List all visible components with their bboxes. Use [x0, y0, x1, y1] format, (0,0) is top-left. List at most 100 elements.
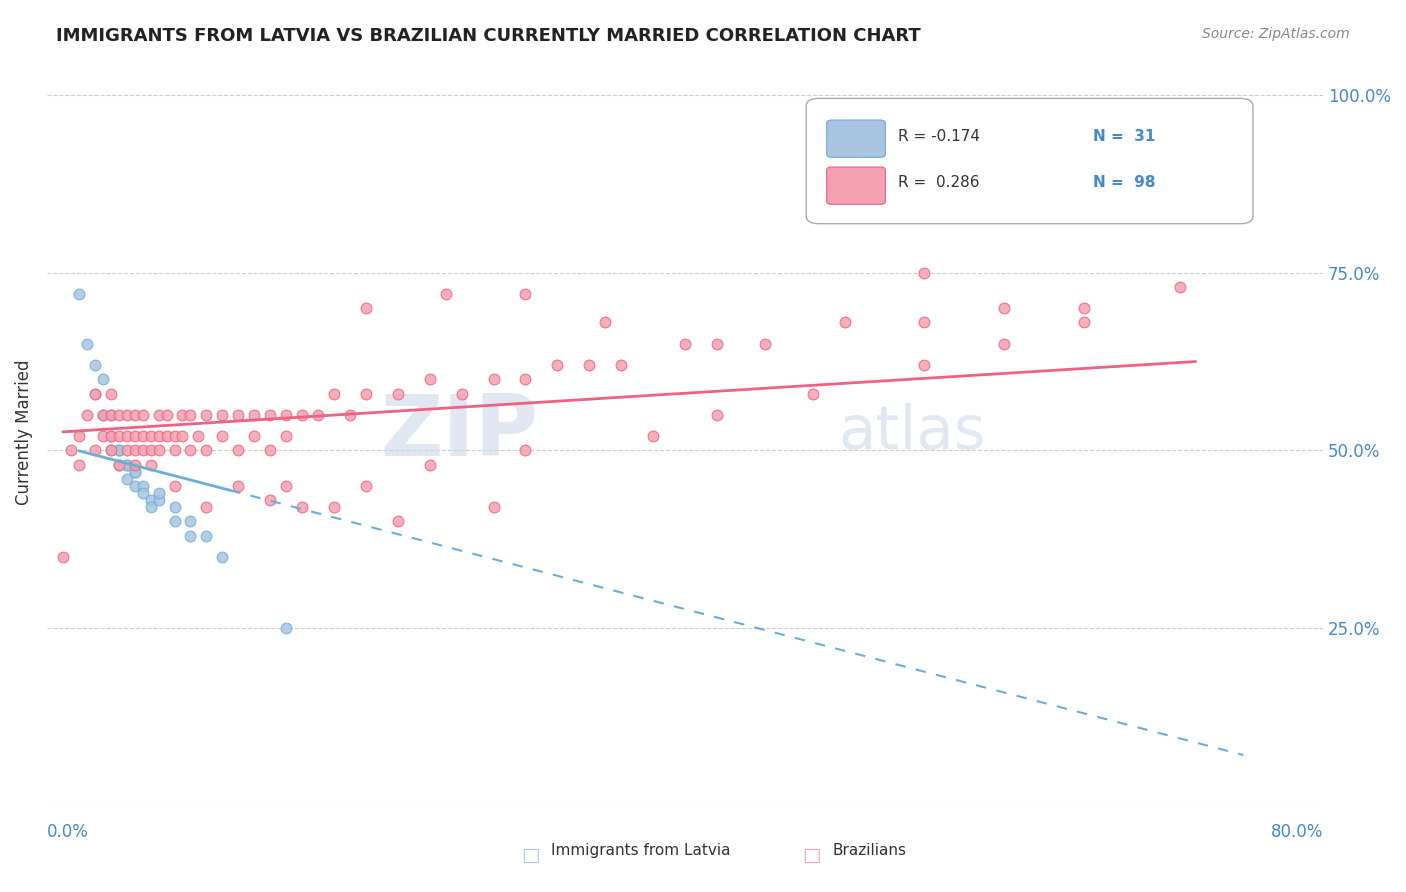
Point: [211, 429, 233, 443]
Point: [276, 429, 298, 443]
Text: ZIP: ZIP: [381, 391, 538, 475]
Point: [1073, 301, 1095, 316]
Point: [131, 408, 153, 422]
Point: [387, 386, 409, 401]
Point: [59, 443, 82, 458]
Point: [243, 408, 266, 422]
Point: [187, 429, 209, 443]
Point: [546, 358, 568, 372]
Point: [115, 458, 138, 472]
FancyBboxPatch shape: [806, 98, 1253, 224]
Point: [91, 372, 114, 386]
Point: [163, 429, 186, 443]
Point: [993, 336, 1015, 351]
Point: [706, 336, 728, 351]
Point: [228, 479, 250, 493]
Text: □: □: [522, 846, 540, 864]
Point: [259, 443, 281, 458]
Point: [83, 386, 105, 401]
Point: [276, 621, 298, 635]
Text: IMMIGRANTS FROM LATVIA VS BRAZILIAN CURRENTLY MARRIED CORRELATION CHART: IMMIGRANTS FROM LATVIA VS BRAZILIAN CURR…: [56, 27, 921, 45]
Point: [124, 465, 146, 479]
Point: [100, 429, 122, 443]
Point: [139, 458, 162, 472]
Point: [67, 287, 90, 301]
Point: [131, 486, 153, 500]
Point: [107, 458, 129, 472]
Point: [354, 301, 377, 316]
Point: [76, 336, 98, 351]
Point: [139, 493, 162, 508]
Point: [179, 408, 201, 422]
Point: [163, 515, 186, 529]
Point: [148, 408, 170, 422]
Point: [91, 408, 114, 422]
Point: [228, 408, 250, 422]
Point: [354, 479, 377, 493]
Point: [67, 458, 90, 472]
Point: [387, 515, 409, 529]
Point: [83, 443, 105, 458]
Text: □: □: [803, 846, 821, 864]
Point: [515, 372, 537, 386]
Point: [211, 549, 233, 564]
Point: [172, 429, 194, 443]
Text: R =  0.286: R = 0.286: [898, 175, 980, 190]
Point: [354, 386, 377, 401]
Text: 0.0%: 0.0%: [46, 823, 89, 841]
Point: [179, 515, 201, 529]
Y-axis label: Currently Married: Currently Married: [15, 359, 32, 506]
Point: [115, 443, 138, 458]
Point: [1168, 280, 1191, 294]
Point: [100, 408, 122, 422]
Point: [276, 408, 298, 422]
Point: [993, 301, 1015, 316]
Point: [228, 443, 250, 458]
Point: [834, 173, 856, 187]
Point: [148, 486, 170, 500]
Point: [115, 458, 138, 472]
Point: [163, 443, 186, 458]
Point: [76, 408, 98, 422]
Point: [211, 408, 233, 422]
Point: [100, 386, 122, 401]
Point: [593, 316, 616, 330]
Text: Source: ZipAtlas.com: Source: ZipAtlas.com: [1202, 27, 1350, 41]
Point: [323, 500, 346, 515]
Point: [124, 408, 146, 422]
Point: [172, 408, 194, 422]
FancyBboxPatch shape: [827, 167, 886, 204]
Point: [243, 429, 266, 443]
Point: [155, 408, 177, 422]
Point: [124, 465, 146, 479]
Point: [148, 443, 170, 458]
Point: [139, 443, 162, 458]
Point: [673, 336, 696, 351]
Point: [107, 458, 129, 472]
Text: R = -0.174: R = -0.174: [898, 129, 980, 144]
Point: [434, 287, 457, 301]
FancyBboxPatch shape: [827, 120, 886, 157]
Point: [912, 358, 935, 372]
Point: [131, 479, 153, 493]
Point: [131, 443, 153, 458]
Point: [163, 479, 186, 493]
Point: [148, 493, 170, 508]
Point: [100, 443, 122, 458]
Point: [323, 386, 346, 401]
Point: [100, 429, 122, 443]
Point: [115, 472, 138, 486]
Point: [259, 493, 281, 508]
Point: [67, 429, 90, 443]
Point: [610, 358, 633, 372]
Point: [131, 429, 153, 443]
Point: [482, 500, 505, 515]
Point: [124, 443, 146, 458]
Point: [107, 429, 129, 443]
Point: [115, 429, 138, 443]
Point: [291, 408, 314, 422]
Text: 80.0%: 80.0%: [1271, 823, 1323, 841]
Point: [115, 408, 138, 422]
Point: [259, 408, 281, 422]
Point: [139, 500, 162, 515]
